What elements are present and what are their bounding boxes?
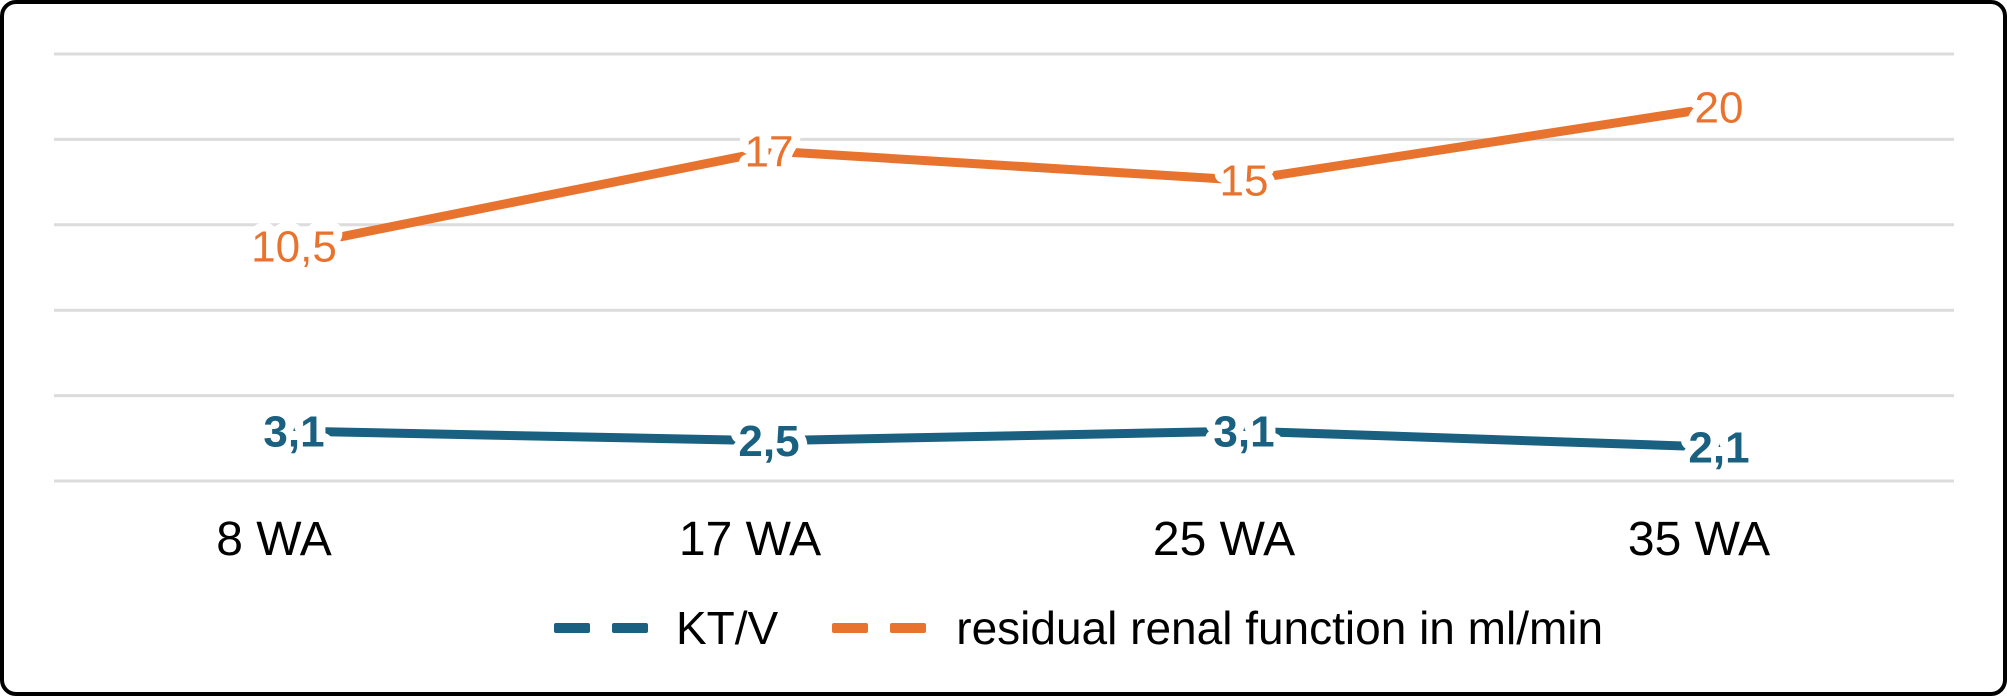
data-label: 2,1: [1688, 424, 1749, 473]
legend: KT/V residual renal function in ml/min: [554, 605, 1603, 651]
data-label: 3,1: [1213, 407, 1274, 456]
legend-dash-icon: [832, 623, 869, 633]
series-line-rrf: [289, 102, 1724, 251]
legend-label-ktv: KT/V: [676, 602, 779, 654]
data-label: 15: [1220, 157, 1269, 206]
x-axis-label-17wa: 17 WA: [678, 513, 822, 566]
x-axis-label-8wa: 8 WA: [216, 513, 332, 566]
series-line-ktv: [289, 426, 1724, 452]
x-axis-label-25wa: 25 WA: [1152, 513, 1296, 566]
data-label: 10,5: [251, 223, 337, 272]
x-axis-label-35wa: 35 WA: [1627, 513, 1771, 566]
data-label: 2,5: [738, 417, 799, 466]
data-label: 17: [745, 127, 794, 176]
line-chart-plot: 3,1 2,5 3,1 2,1 10,5 17 15 20: [54, 52, 1954, 483]
legend-marker-rrf: [832, 623, 927, 633]
legend-marker-ktv: [554, 623, 648, 633]
legend-dash-icon: [890, 623, 927, 633]
data-label: 3,1: [263, 407, 324, 456]
legend-label-rrf: residual renal function in ml/min: [956, 602, 1604, 654]
legend-dash-icon: [612, 623, 648, 633]
data-label: 20: [1695, 83, 1744, 132]
legend-dash-icon: [554, 623, 590, 633]
